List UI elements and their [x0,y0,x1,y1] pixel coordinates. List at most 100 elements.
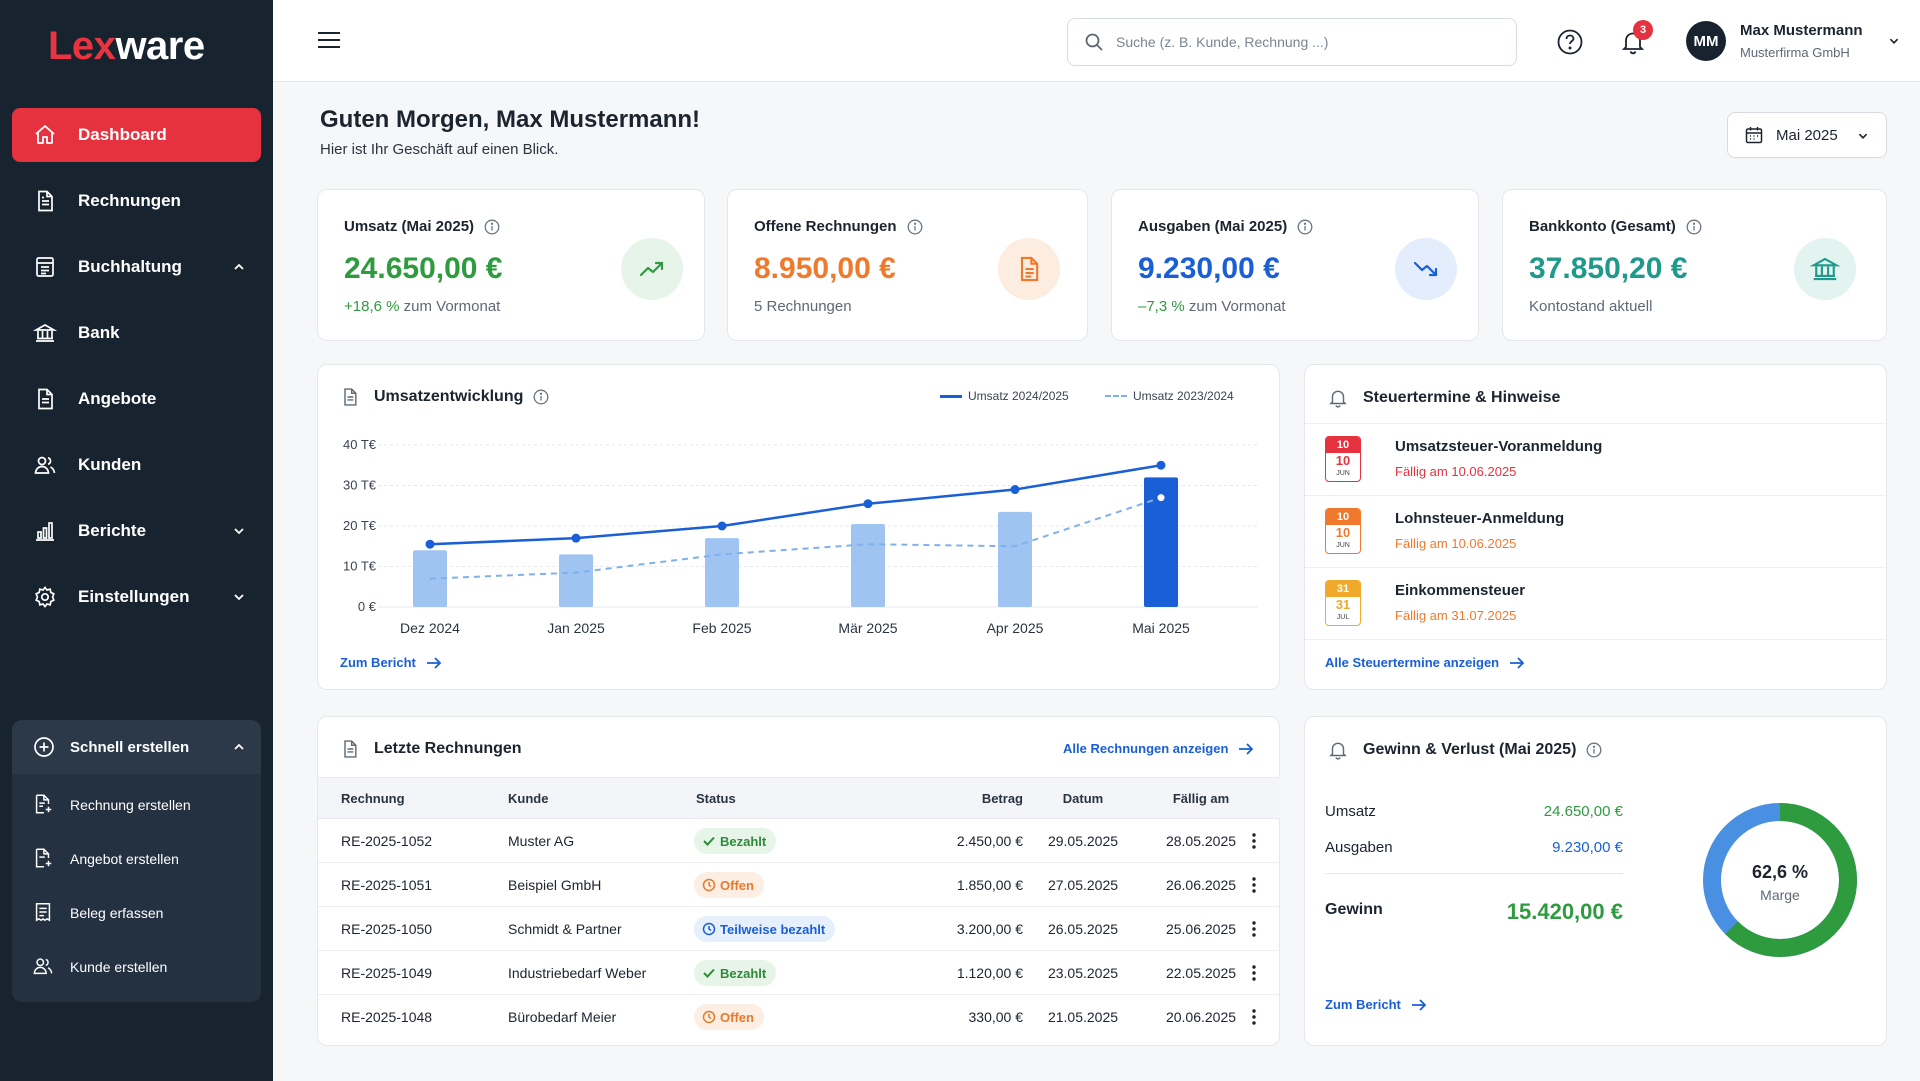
table-row[interactable]: RE-2025-1049 Industriebedarf Weber Bezah… [318,951,1281,995]
tax-dates-card: Steuertermine & Hinweise 10 10 JUN Umsatzs… [1304,364,1888,690]
kpi-title: Umsatz (Mai 2025) [344,218,500,235]
chevron-down-icon[interactable] [229,521,249,541]
chevron-up-icon[interactable] [229,257,249,277]
all-invoices-link-label: Alle Rechnungen anzeigen [1063,741,1229,756]
revenue-bar [851,523,885,607]
donut-profit-segment [1703,803,1857,957]
quick-item-kunde-erstellen[interactable]: Kunde erstellen [12,940,261,994]
quick-item-angebot-erstellen[interactable]: Angebot erstellen [12,832,261,886]
arrow-right-icon [426,656,442,669]
invoice-id[interactable]: RE-2025-1048 [341,1009,433,1025]
tax-item[interactable]: 10 10 JUN Umsatzsteuer-Voranmeldung Fällig… [1305,423,1888,495]
pl-report-link-label: Zum Bericht [1325,997,1401,1012]
sidebar-item-buchhaltung[interactable]: Buchhaltung [12,240,261,294]
search-box[interactable] [1067,18,1517,66]
chart-report-link[interactable]: Zum Bericht [340,655,442,670]
table-row[interactable]: RE-2025-1048 Bürobedarf Meier Offen 330,… [318,995,1281,1039]
more-options-icon[interactable] [1244,875,1264,895]
sidebar-item-rechnungen[interactable]: Rechnungen [12,174,261,228]
table-row[interactable]: RE-2025-1051 Beispiel GmbH Offen 1.850,0… [318,863,1281,907]
info-icon[interactable] [533,389,549,405]
sidebar-item-einstellungen[interactable]: Einstellungen [12,570,261,624]
tax-item[interactable]: 10 10 JUN Lohnsteuer-Anmeldung Fällig am 1… [1305,495,1888,567]
trend-down-icon [1395,238,1457,300]
quick-create-title: Schnell erstellen [70,738,190,756]
kpi-card-revenue[interactable]: Umsatz (Mai 2025) 24.650,00 € +18,6 % zu… [317,189,705,341]
info-icon[interactable] [484,219,500,235]
legend-current-label: Umsatz 2024/2025 [968,389,1069,403]
invoice-amount: 3.200,00 € [956,921,1023,937]
chevron-down-icon[interactable] [1885,32,1903,50]
user-name[interactable]: Max Mustermann [1740,22,1863,39]
offer-icon [32,386,58,412]
invoice-id[interactable]: RE-2025-1049 [341,965,433,981]
table-row[interactable]: RE-2025-1052 Muster AG Bezahlt 2.450,00 … [318,819,1281,863]
home-icon [32,122,58,148]
sidebar-item-berichte[interactable]: Berichte [12,504,261,558]
sidebar-item-angebote[interactable]: Angebote [12,372,261,426]
status-badge: Offen [694,872,764,898]
kpi-card-expenses[interactable]: Ausgaben (Mai 2025) 9.230,00 € –7,3 % zu… [1111,189,1479,341]
invoice-due: 26.06.2025 [1165,877,1237,893]
sidebar-item-dashboard[interactable]: Dashboard [12,108,261,162]
chevron-down-icon[interactable] [229,587,249,607]
partial-clock-icon [702,922,716,936]
help-icon[interactable] [1556,28,1584,56]
lexware-logo[interactable]: Lexware [48,24,205,69]
info-icon[interactable] [1686,219,1702,235]
info-icon[interactable] [907,219,923,235]
avatar[interactable]: MM [1686,21,1726,61]
month-picker[interactable]: Mai 2025 [1727,112,1887,158]
current-year-point [1156,460,1166,470]
more-options-icon[interactable] [1244,919,1264,939]
invoice-due: 25.06.2025 [1165,921,1237,937]
all-tax-dates-link[interactable]: Alle Steuertermine anzeigen [1325,655,1525,670]
pl-report-link[interactable]: Zum Bericht [1325,997,1427,1012]
kpi-card-bank[interactable]: Bankkonto (Gesamt) 37.850,20 € Kontostan… [1502,189,1887,341]
sidebar-item-kunden[interactable]: Kunden [12,438,261,492]
tax-item[interactable]: 31 31 JUL Einkommensteuer Fällig am 31.07.… [1305,567,1888,639]
invoice-date: 27.05.2025 [1047,877,1119,893]
quick-create-toggle[interactable]: Schnell erstellen [12,720,261,774]
y-tick-label: 10 T€ [343,559,377,574]
quick-item-beleg-erfassen[interactable]: Beleg erfassen [12,886,261,940]
info-icon[interactable] [1297,219,1313,235]
invoice-date: 23.05.2025 [1047,965,1119,981]
y-tick-label: 20 T€ [343,518,377,533]
invoice-id[interactable]: RE-2025-1050 [341,921,433,937]
column-header-faellig[interactable]: Fällig am [1172,791,1230,806]
menu-icon[interactable] [317,30,341,50]
previous-year-point [1157,494,1165,502]
more-options-icon[interactable] [1244,1007,1264,1027]
kpi-card-open-invoices[interactable]: Offene Rechnungen 8.950,00 € 5 Rechnunge… [727,189,1088,341]
invoice-id[interactable]: RE-2025-1051 [341,877,433,893]
invoice-icon [32,188,58,214]
bank-icon [32,320,58,346]
tax-date-month: JUL [1336,614,1350,621]
chevron-up-icon[interactable] [229,737,249,757]
table-row[interactable]: RE-2025-1050 Schmidt & Partner Teilweise… [318,907,1281,951]
all-invoices-link[interactable]: Alle Rechnungen anzeigen [1063,741,1254,756]
column-header-status[interactable]: Status [696,791,736,806]
tax-item-name: Einkommensteuer [1395,582,1526,599]
kpi-sub: 5 Rechnungen [754,298,852,315]
column-header-rechnung[interactable]: Rechnung [341,791,405,806]
sidebar-item-label: Berichte [78,521,147,540]
column-header-kunde[interactable]: Kunde [508,791,549,806]
search-input[interactable] [1116,34,1496,50]
chevron-down-icon [1858,133,1868,139]
column-header-datum[interactable]: Datum [1062,791,1104,806]
invoice-customer: Beispiel GmbH [508,877,602,893]
more-options-icon[interactable] [1244,963,1264,983]
legend-line-swatch [940,394,962,398]
invoice-id[interactable]: RE-2025-1052 [341,833,433,849]
document-icon [344,388,357,406]
column-header-betrag[interactable]: Betrag [981,791,1023,806]
kpi-sub: Kontostand aktuell [1529,298,1653,315]
info-icon[interactable] [1586,742,1602,758]
quick-item-rechnung-erstellen[interactable]: Rechnung erstellen [12,778,261,832]
more-options-icon[interactable] [1244,831,1264,851]
sidebar-item-bank[interactable]: Bank [12,306,261,360]
revenue-chart: 0 € 10 T€ 20 T€ 30 T€ 40 T€ Dez 2024 Jan 2025 F… [343,437,1258,636]
